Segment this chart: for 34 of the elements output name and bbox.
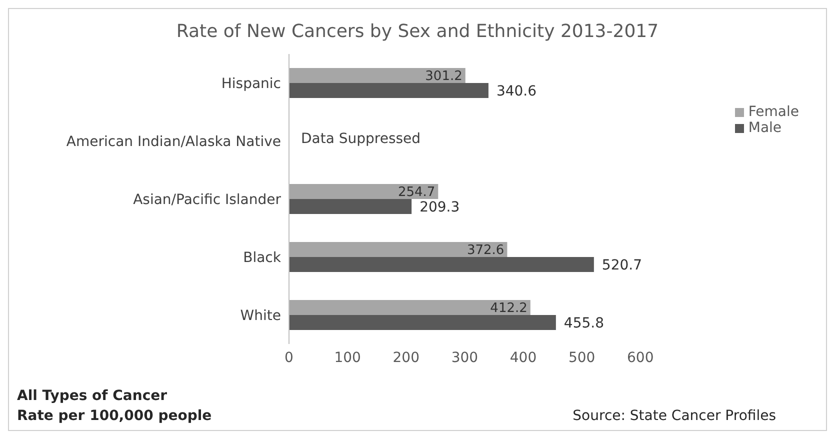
data-label: 412.2	[490, 301, 528, 316]
annotation: Data Suppressed	[301, 131, 421, 147]
y-tick-label: Black	[243, 250, 282, 266]
data-label: 254.7	[398, 185, 436, 200]
text: All Types of Cancer Rate per 100,000 people	[17, 387, 212, 426]
y-tick-label: Hispanic	[221, 76, 281, 92]
bar	[289, 242, 508, 257]
source-note: Source: State Cancer Profiles	[572, 407, 776, 426]
bar	[289, 68, 466, 83]
y-tick-label: Asian/Pacific Islander	[133, 192, 282, 208]
bar	[289, 83, 488, 98]
x-tick-label: 300	[451, 350, 478, 366]
x-tick-label: 400	[510, 350, 537, 366]
y-tick-label: White	[240, 308, 281, 324]
chart-title: Rate of New Cancers by Sex and Ethnicity 2013-2017	[175, 21, 660, 42]
x-tick-label: 200	[392, 350, 420, 366]
legend-label: Female	[748, 104, 799, 120]
bar	[289, 315, 556, 330]
y-tick-label: American Indian/Alaska Native	[66, 134, 281, 150]
bar	[289, 184, 438, 199]
legend-label: Male	[748, 120, 782, 136]
data-label: 520.7	[602, 257, 642, 274]
data-label: 301.2	[425, 69, 462, 84]
bar	[289, 257, 594, 272]
data-label: 372.6	[466, 243, 504, 258]
data-label: 455.8	[564, 315, 604, 332]
x-tick-label: 600	[627, 350, 654, 366]
data-label: 340.6	[496, 83, 537, 100]
data-label: 209.3	[420, 199, 460, 216]
bar	[289, 199, 412, 214]
bar	[289, 300, 530, 315]
x-tick-label: 100	[334, 350, 361, 366]
x-tick-label: 500	[568, 350, 596, 366]
x-tick-label: 0	[284, 350, 294, 366]
